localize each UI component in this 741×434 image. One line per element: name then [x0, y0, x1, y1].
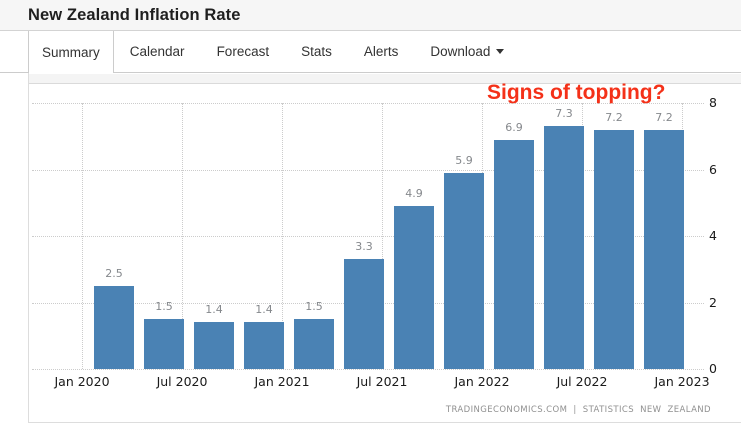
y-tick-label: 6	[709, 161, 717, 177]
bar[interactable]	[194, 322, 234, 369]
tab-forecast[interactable]: Forecast	[201, 31, 286, 72]
y-tick-label: 8	[709, 95, 717, 110]
chart-plot: Signs of topping? TRADINGECONOMICS.COM |…	[29, 73, 741, 422]
bar[interactable]	[594, 130, 634, 369]
tab-calendar-label: Calendar	[129, 44, 185, 59]
x-tick-label: Jul 2020	[156, 374, 208, 389]
bar[interactable]	[144, 319, 184, 369]
bar[interactable]	[644, 130, 684, 369]
gridline-horizontal	[32, 169, 704, 171]
bar-value-label: 4.9	[405, 187, 423, 200]
y-tick-label: 0	[709, 361, 717, 376]
y-tick-label: 4	[709, 228, 717, 243]
bar[interactable]	[544, 126, 584, 369]
bar-value-label: 7.2	[605, 111, 623, 124]
x-tick-label: Jul 2022	[556, 374, 608, 389]
chart-attribution: TRADINGECONOMICS.COM | STATISTICS NEW ZE…	[445, 405, 711, 415]
bar[interactable]	[444, 173, 484, 369]
bar-value-label: 6.9	[505, 121, 523, 134]
x-tick-label: Jan 2021	[254, 374, 310, 389]
gridline-horizontal	[32, 103, 704, 104]
tab-stats-label: Stats	[301, 44, 332, 59]
chart-panel: Signs of topping? TRADINGECONOMICS.COM |…	[28, 73, 741, 423]
bar-value-label: 7.3	[555, 107, 573, 120]
caret-down-icon	[496, 49, 505, 54]
bar-value-label: 5.9	[455, 154, 473, 167]
gridline-vertical	[82, 103, 83, 369]
bar-value-label: 3.3	[355, 240, 373, 253]
tab-alerts-label: Alerts	[363, 44, 399, 59]
bar[interactable]	[294, 319, 334, 369]
x-tick-label: Jan 2022	[454, 374, 510, 389]
annotation-text: Signs of topping?	[487, 81, 666, 104]
bar-value-label: 1.5	[305, 300, 323, 313]
x-tick-label: Jan 2023	[654, 374, 710, 389]
gridline-vertical	[282, 103, 283, 369]
x-tick-label: Jul 2021	[356, 374, 408, 389]
bar-value-label: 1.4	[255, 303, 273, 316]
tab-bar: Summary Calendar Forecast Stats Alerts D…	[0, 31, 741, 73]
page-title: New Zealand Inflation Rate	[28, 5, 241, 24]
gridline-vertical	[382, 103, 383, 369]
gridline-horizontal	[32, 236, 704, 237]
tab-summary-label: Summary	[42, 44, 100, 60]
title-bar: New Zealand Inflation Rate	[0, 0, 741, 31]
bar[interactable]	[394, 206, 434, 369]
panel-top-strip	[29, 74, 741, 84]
bar-value-label: 1.5	[155, 300, 173, 313]
tab-alerts[interactable]: Alerts	[348, 31, 415, 72]
tab-download[interactable]: Download	[414, 31, 520, 72]
bar-value-label: 1.4	[205, 303, 223, 316]
tab-stats[interactable]: Stats	[285, 31, 348, 72]
tab-calendar[interactable]: Calendar	[114, 31, 201, 72]
bar-value-label: 2.5	[105, 267, 123, 280]
bar[interactable]	[494, 140, 534, 369]
tab-download-label: Download	[430, 44, 491, 59]
x-tick-label: Jan 2020	[54, 374, 110, 389]
tab-forecast-label: Forecast	[216, 44, 270, 59]
bar[interactable]	[344, 259, 384, 369]
tab-summary[interactable]: Summary	[28, 31, 114, 73]
gridline-vertical	[182, 103, 183, 369]
gridline-horizontal	[32, 369, 704, 370]
bar[interactable]	[244, 322, 284, 369]
bar[interactable]	[94, 286, 134, 369]
y-tick-label: 2	[709, 294, 717, 310]
tab-gutter	[0, 31, 28, 72]
bar-value-label: 7.2	[655, 111, 673, 124]
